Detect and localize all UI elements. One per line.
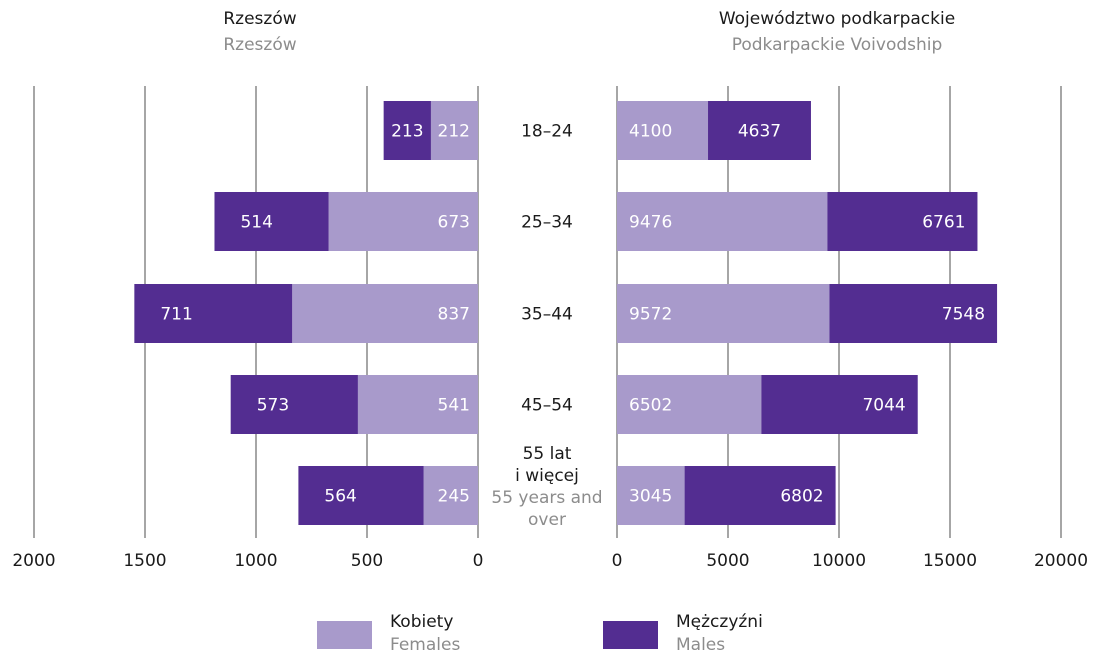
- bar-males: [214, 192, 329, 251]
- category-label: 18–24: [521, 122, 573, 142]
- value-label-males: 7044: [862, 396, 905, 416]
- category-label: 45–54: [521, 396, 573, 416]
- bar-females: [328, 192, 478, 251]
- legend: Kobiety Females Mężczyźni Males: [317, 612, 763, 655]
- tick-label: 0: [612, 551, 623, 571]
- bar-males: [298, 466, 424, 525]
- tick-label: 500: [351, 551, 383, 571]
- bar-females: [617, 284, 830, 343]
- value-label-males: 573: [257, 396, 289, 416]
- value-label-females: 245: [438, 487, 470, 507]
- value-label-males: 7548: [942, 305, 985, 325]
- bar-males: [829, 284, 998, 343]
- right-panel-title: Województwo podkarpackie: [719, 9, 955, 29]
- category-label: 35–44: [521, 305, 573, 325]
- bar-males: [230, 375, 358, 434]
- legend-sublabel-females: Females: [390, 635, 460, 655]
- left-panel-title: Rzeszów: [223, 9, 296, 29]
- bar-males: [708, 101, 811, 160]
- category-label: 25–34: [521, 213, 573, 233]
- value-labels: 212 213 673 514 837 711 541 573 245 564 4100 4637 94…: [160, 122, 985, 507]
- bar-males: [684, 466, 836, 525]
- value-label-females: 3045: [629, 487, 672, 507]
- tick-label: 10000: [812, 551, 866, 571]
- tick-label: 1500: [123, 551, 166, 571]
- value-label-females: 9476: [629, 213, 672, 233]
- category-label: i więcej: [515, 466, 579, 486]
- legend-label-males: Mężczyźni: [676, 612, 763, 632]
- tick-label: 1000: [234, 551, 277, 571]
- value-label-females: 541: [438, 396, 470, 416]
- bar-females: [617, 375, 762, 434]
- value-label-females: 4100: [629, 122, 672, 142]
- bar-males: [383, 101, 431, 160]
- bar-females: [292, 284, 478, 343]
- value-label-males: 213: [391, 122, 423, 142]
- bar-females: [617, 192, 828, 251]
- category-sublabel: 55 years and: [491, 488, 602, 508]
- right-panel-subtitle: Podkarpackie Voivodship: [732, 35, 943, 55]
- value-label-males: 514: [240, 213, 272, 233]
- value-label-females: 673: [438, 213, 470, 233]
- category-label: 55 lat: [523, 444, 572, 464]
- tick-label: 0: [473, 551, 484, 571]
- value-label-females: 9572: [629, 305, 672, 325]
- value-label-females: 837: [438, 305, 470, 325]
- legend-swatch-females: [317, 621, 372, 649]
- bar-males: [761, 375, 918, 434]
- value-label-females: 6502: [629, 396, 672, 416]
- tick-label: 20000: [1034, 551, 1088, 571]
- value-label-males: 6761: [922, 213, 965, 233]
- left-panel-subtitle: Rzeszów: [223, 35, 296, 55]
- legend-sublabel-males: Males: [676, 635, 725, 655]
- bar-males: [827, 192, 978, 251]
- value-label-males: 564: [324, 487, 356, 507]
- bars: [134, 101, 998, 525]
- category-sublabel: over: [528, 510, 566, 530]
- value-label-males: 711: [160, 305, 192, 325]
- tick-label: 15000: [923, 551, 977, 571]
- tick-label: 5000: [706, 551, 749, 571]
- bar-females: [423, 466, 478, 525]
- bar-females: [430, 101, 478, 160]
- legend-swatch-males: [603, 621, 658, 649]
- value-label-males: 4637: [738, 122, 781, 142]
- value-label-males: 6802: [780, 487, 823, 507]
- bar-females: [357, 375, 478, 434]
- bar-females: [617, 466, 685, 525]
- legend-label-females: Kobiety: [390, 612, 453, 632]
- bar-males: [134, 284, 293, 343]
- bar-females: [617, 101, 709, 160]
- tick-label: 2000: [12, 551, 55, 571]
- value-label-females: 212: [438, 122, 470, 142]
